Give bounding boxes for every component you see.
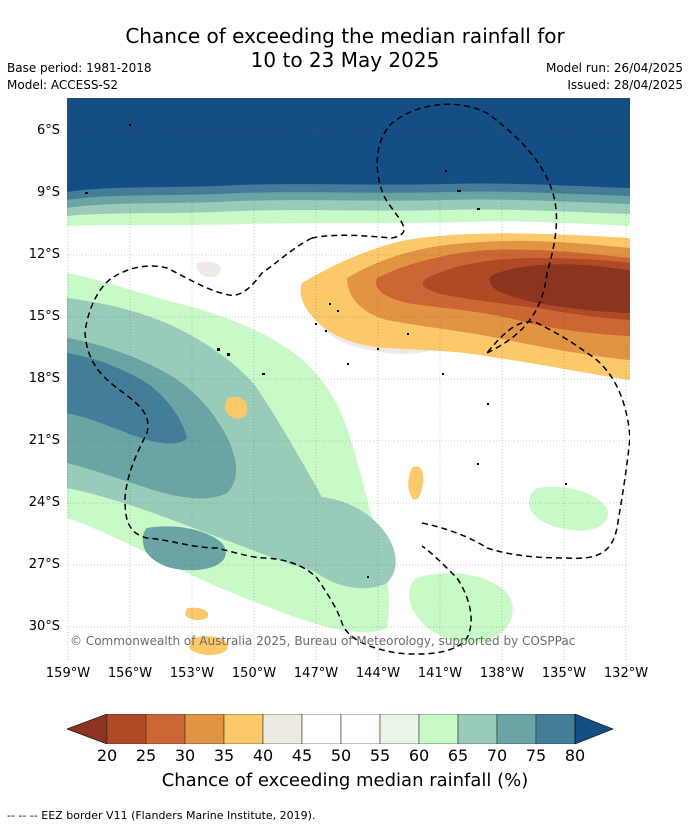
colorbar-label: Chance of exceeding median rainfall (%) <box>161 770 529 791</box>
lat-label: 18°S <box>28 371 60 386</box>
colorbar-segment <box>496 714 537 744</box>
colorbar-segment <box>457 714 498 744</box>
yellow-patch-1 <box>408 466 424 500</box>
colorbar-tick-label: 55 <box>369 746 391 765</box>
colorbar-segment <box>418 714 459 744</box>
south-wet-60 <box>409 573 513 644</box>
colorbar-segment <box>301 714 342 744</box>
colorbar-arrow-low <box>67 714 108 744</box>
model-name: Model: ACCESS-S2 <box>7 78 119 92</box>
colorbar-tick-label: 80 <box>564 746 586 765</box>
issued-date: Issued: 28/04/2025 <box>567 78 683 92</box>
lat-label: 27°S <box>28 557 60 572</box>
colorbar-tick-label: 40 <box>252 746 274 765</box>
lon-label: 159°W <box>45 666 91 681</box>
yellow-patch-4 <box>225 396 248 419</box>
lat-label: 6°S <box>36 123 60 138</box>
south-wet-75 <box>142 526 226 571</box>
lon-label: 141°W <box>417 666 463 681</box>
copyright-notice: © Commonwealth of Australia 2025, Bureau… <box>70 634 576 648</box>
colorbar-tick-label: 20 <box>96 746 118 765</box>
map-svg <box>67 98 630 661</box>
lon-label: 156°W <box>107 666 153 681</box>
lon-label: 144°W <box>355 666 401 681</box>
colorbar-tick-label: 35 <box>213 746 235 765</box>
islands <box>85 124 567 578</box>
eez-footnote: -- -- -- EEZ border V11 (Flanders Marine… <box>7 809 316 822</box>
model-run: Model run: 26/04/2025 <box>545 61 683 75</box>
colorbar-tick-label: 45 <box>291 746 313 765</box>
lon-label: 153°W <box>169 666 215 681</box>
chart-title-line1: Chance of exceeding the median rainfall … <box>125 24 565 48</box>
colorbar-segment <box>223 714 264 744</box>
lat-label: 9°S <box>36 185 60 200</box>
lat-label: 24°S <box>28 495 60 510</box>
colorbar-segment <box>184 714 225 744</box>
yellow-patch-2 <box>185 607 209 621</box>
yellow-patch-3 <box>189 636 228 656</box>
colorbar-segment <box>106 714 147 744</box>
colorbar-tick-label: 30 <box>174 746 196 765</box>
lat-label: 30°S <box>28 619 60 634</box>
colorbar-tick-label: 70 <box>486 746 508 765</box>
colorbar-tick-label: 25 <box>135 746 157 765</box>
colorbar-tick-label: 75 <box>525 746 547 765</box>
dry-15 <box>489 264 630 313</box>
base-period: Base period: 1981-2018 <box>7 61 152 75</box>
lat-label: 12°S <box>28 247 60 262</box>
colorbar-segment <box>145 714 186 744</box>
south-wet-70 <box>288 496 396 589</box>
rainfall-map <box>67 98 630 661</box>
colorbar-tick-label: 60 <box>408 746 430 765</box>
grey-patch-2 <box>196 261 221 278</box>
colorbar-tick-label: 50 <box>330 746 352 765</box>
lon-label: 135°W <box>541 666 587 681</box>
colorbar-segment <box>535 714 576 744</box>
eez-borders <box>84 103 630 655</box>
lat-label: 15°S <box>28 309 60 324</box>
colorbar-segment <box>340 714 381 744</box>
colorbar-segment <box>262 714 303 744</box>
west-wet-80 <box>67 353 187 444</box>
chart-title-line2: 10 to 23 May 2025 <box>250 48 440 72</box>
colorbar <box>67 714 614 744</box>
lon-label: 138°W <box>479 666 525 681</box>
colorbar-segment <box>379 714 420 744</box>
colorbar-arrow-high <box>574 714 614 744</box>
lat-label: 21°S <box>28 433 60 448</box>
north-band-deep <box>67 98 630 192</box>
lon-label: 132°W <box>603 666 649 681</box>
lon-label: 147°W <box>293 666 339 681</box>
colorbar-tick-label: 65 <box>447 746 469 765</box>
lon-label: 150°W <box>231 666 277 681</box>
grid-lines <box>67 98 630 661</box>
east-wet-patch <box>529 486 608 531</box>
